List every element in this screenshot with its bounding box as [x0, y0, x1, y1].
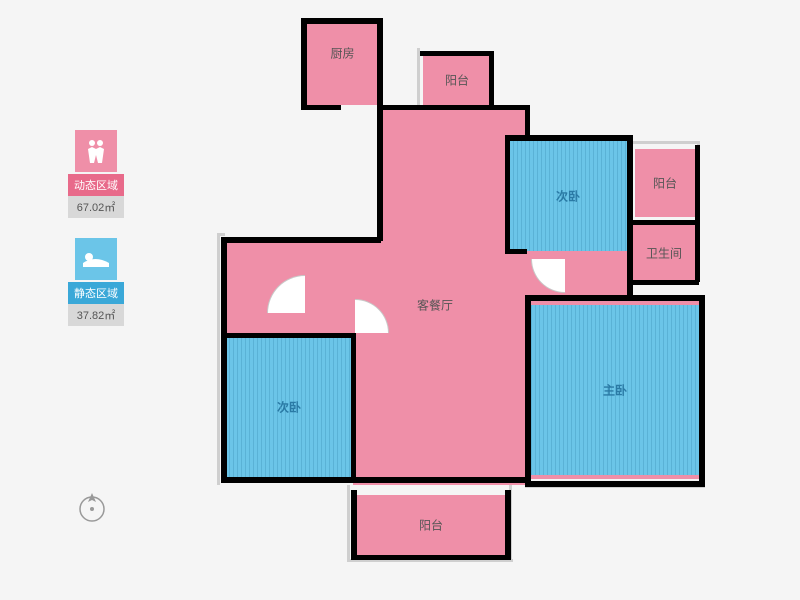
- wall: [379, 105, 529, 110]
- legend-static-value: 37.82㎡: [68, 304, 124, 326]
- wall: [221, 477, 357, 483]
- label-living: 客餐厅: [417, 297, 453, 314]
- room-kitchen: [305, 23, 380, 105]
- label-balcony-top: 阳台: [445, 72, 469, 89]
- wall: [301, 105, 341, 110]
- wall: [489, 51, 494, 109]
- wall: [301, 18, 383, 24]
- wall: [525, 481, 705, 487]
- legend-dynamic-title: 动态区域: [68, 174, 124, 196]
- label-bedroom-2b: 次卧: [277, 399, 301, 416]
- wall: [221, 237, 227, 483]
- wall: [505, 490, 511, 560]
- wall: [627, 280, 699, 285]
- outer-border: [347, 485, 350, 561]
- wall: [525, 295, 705, 301]
- sleep-icon: [75, 238, 117, 280]
- legend-dynamic: 动态区域 67.02㎡: [68, 130, 124, 218]
- label-kitchen: 厨房: [330, 45, 354, 62]
- wall: [221, 237, 381, 243]
- wall: [301, 18, 307, 110]
- legend-dynamic-value: 67.02㎡: [68, 196, 124, 218]
- wall: [505, 135, 633, 141]
- wall: [525, 295, 531, 487]
- legend-static: 静态区域 37.82㎡: [68, 238, 124, 326]
- outer-border: [632, 141, 700, 144]
- wall: [525, 105, 530, 139]
- wall: [351, 333, 356, 481]
- label-bedroom-2a: 次卧: [556, 188, 580, 205]
- outer-border: [417, 48, 420, 106]
- people-icon: [75, 130, 117, 172]
- wall: [505, 135, 510, 253]
- wall: [351, 555, 511, 560]
- wall: [695, 220, 700, 282]
- label-master-bedroom: 主卧: [603, 382, 627, 399]
- floor-plan: 厨房阳台客餐厅次卧阳台卫生间主卧次卧阳台: [195, 15, 725, 590]
- wall: [377, 105, 383, 241]
- wall: [377, 18, 383, 110]
- wall: [351, 477, 531, 483]
- wall: [695, 145, 700, 225]
- label-bathroom: 卫生间: [646, 244, 682, 261]
- cutout: [225, 110, 379, 240]
- label-balcony-bottom: 阳台: [419, 517, 443, 534]
- wall: [420, 51, 494, 56]
- wall: [699, 295, 705, 481]
- wall: [627, 135, 633, 295]
- legend-static-title: 静态区域: [68, 282, 124, 304]
- outer-border: [217, 233, 220, 485]
- wall: [221, 333, 355, 338]
- wall: [630, 220, 700, 225]
- legend-panel: 动态区域 67.02㎡ 静态区域 37.82㎡: [68, 130, 124, 346]
- label-balcony-right: 阳台: [653, 175, 677, 192]
- wall: [351, 490, 357, 560]
- compass-icon: [75, 490, 109, 529]
